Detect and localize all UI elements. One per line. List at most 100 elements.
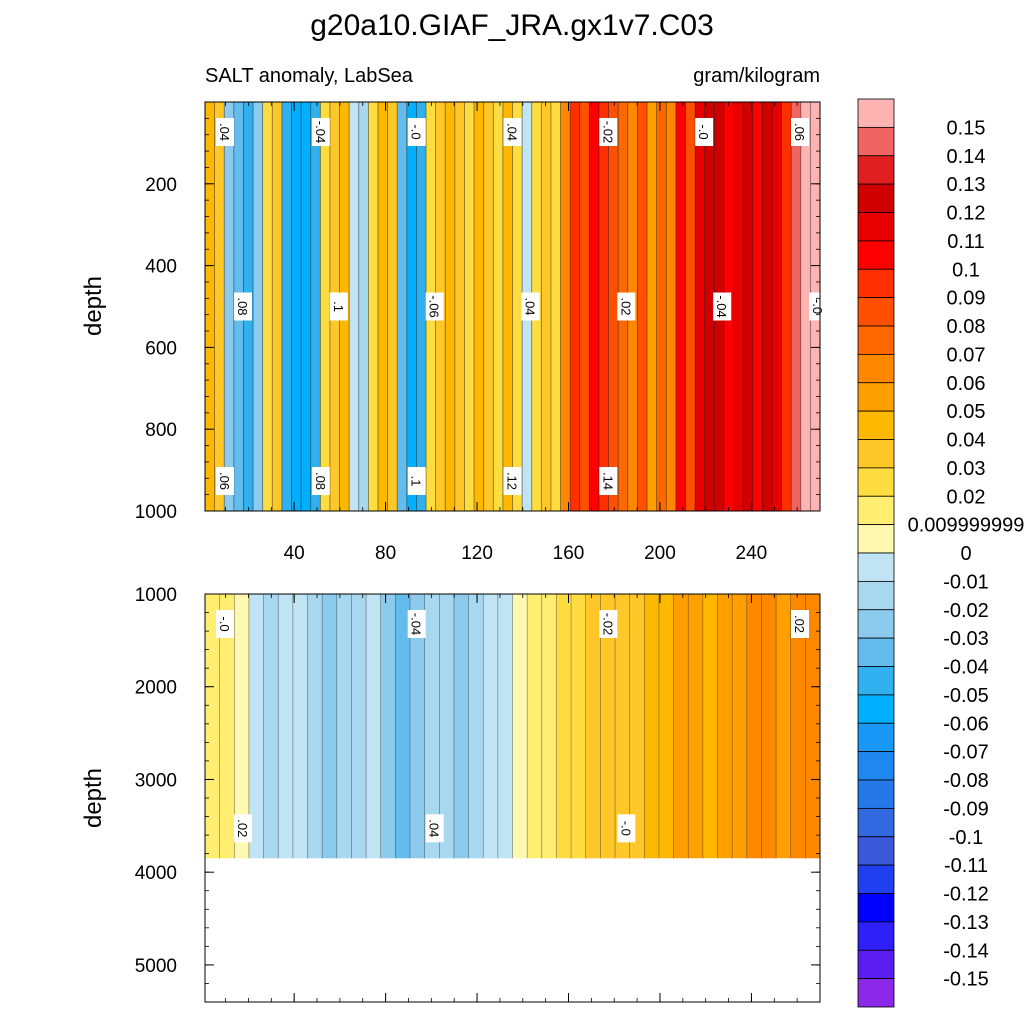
contour-label-box	[425, 292, 444, 321]
contour-label-text: .04	[505, 123, 520, 141]
contour-label-text: -.02	[600, 613, 615, 635]
heat-column	[637, 102, 648, 511]
heat-column	[483, 594, 499, 859]
colorbar-label: -0.14	[943, 940, 989, 962]
upper-ticks: 200 400 600 800 1000 40 80 120 160 200 240	[135, 101, 820, 564]
heat-column	[673, 594, 689, 859]
colorbar: 0.15 0.14 0.13 0.12 0.11 0.1 0.09 0.08 0.07 0.06 0…	[857, 98, 1024, 1008]
contour-label-text: -.0	[217, 616, 232, 631]
x-tick-label: 80	[375, 543, 396, 564]
heat-column	[424, 594, 440, 859]
upper-contour-labels: .04 -.04 -.0 .04 -.02 -.0 .06 .08 .1 -.06 .04 .02 -.…	[216, 118, 827, 495]
contour-label: .14	[599, 467, 618, 495]
heat-column	[695, 102, 706, 511]
y-tick-label: 1000	[135, 585, 177, 606]
colorbar-label: -0.13	[943, 912, 989, 934]
contour-label-box	[216, 118, 234, 146]
heat-column	[224, 102, 235, 511]
contour-label: .12	[503, 467, 522, 495]
heat-column	[761, 594, 777, 859]
colorbar-box	[857, 893, 895, 923]
heat-column	[453, 594, 470, 859]
heat-column	[272, 102, 283, 511]
contour-label-text: -.02	[600, 121, 615, 143]
heat-column	[644, 594, 660, 859]
contour-label-box	[234, 292, 252, 321]
heat-column	[791, 102, 802, 511]
heat-column	[380, 594, 396, 859]
contour-label-box	[407, 610, 426, 638]
colorbar-box	[857, 439, 895, 469]
colorbar-box	[857, 779, 895, 809]
heat-column	[349, 102, 360, 511]
heat-column	[790, 594, 806, 859]
heat-column	[262, 102, 273, 511]
contour-label-text: -.0	[696, 124, 711, 139]
x-tick-label: 120	[461, 543, 493, 564]
colorbar-box	[857, 212, 895, 242]
heat-column	[571, 594, 587, 859]
heat-column	[234, 594, 250, 859]
colorbar-labels: 0.15 0.14 0.13 0.12 0.11 0.1 0.09 0.08 0.07 0.06 0…	[908, 117, 1024, 990]
contour-label-text: .14	[600, 472, 615, 490]
contour-label-box	[216, 610, 234, 638]
colorbar-box	[857, 410, 895, 440]
heat-column	[397, 102, 408, 511]
colorbar-box	[857, 297, 895, 327]
contour-label-text: .08	[313, 472, 328, 490]
heat-column	[454, 102, 466, 511]
heat-column	[445, 102, 456, 511]
heat-column	[560, 102, 571, 511]
contour-label-text: .04	[217, 123, 232, 141]
heat-column	[579, 102, 590, 511]
y-tick-label: 600	[145, 338, 177, 359]
heat-column	[781, 102, 792, 511]
contour-label-text: .1	[409, 476, 424, 487]
heat-column	[600, 594, 616, 859]
contour-label: -.04	[311, 118, 330, 146]
heat-column	[746, 594, 763, 859]
colorbar-box	[857, 155, 895, 185]
contour-label: -.02	[599, 118, 618, 146]
heat-column	[752, 102, 763, 511]
upper-contour-lines	[214, 102, 811, 511]
contour-label-text: .06	[217, 472, 232, 490]
contour-label: .02	[234, 814, 252, 843]
y-tick-label: 5000	[135, 956, 177, 977]
colorbar-box	[857, 240, 895, 270]
contour-label: -.04	[713, 292, 732, 321]
heat-column	[464, 102, 475, 511]
contour-label-text: -.04	[714, 295, 729, 317]
colorbar-box	[857, 183, 895, 213]
contour-label: -.0	[809, 292, 827, 321]
contour-label-box	[216, 467, 234, 495]
contour-label-box	[503, 118, 522, 146]
heat-column	[608, 102, 619, 511]
colorbar-label: 0.06	[947, 373, 986, 395]
heat-column	[468, 594, 484, 859]
colorbar-label: 0.09	[947, 288, 986, 310]
y-tick-label: 4000	[135, 863, 177, 884]
y-tick-label: 400	[145, 257, 177, 278]
contour-label-box	[311, 118, 330, 146]
contour-label: .04	[521, 292, 540, 321]
colorbar-label: -0.06	[943, 713, 989, 735]
colorbar-box	[857, 836, 895, 866]
heat-column	[615, 594, 631, 859]
contour-label: .1	[407, 467, 426, 495]
heat-column	[658, 594, 675, 859]
contour-label-box	[791, 610, 809, 638]
contour-label-box	[713, 292, 732, 321]
colorbar-label: -0.07	[943, 742, 989, 764]
heat-column	[387, 102, 398, 511]
colorbar-label: 0.12	[947, 203, 986, 225]
contour-label: .04	[425, 814, 444, 843]
heat-column	[406, 102, 418, 511]
colorbar-box	[857, 949, 895, 980]
colorbar-label: 0.15	[947, 117, 986, 139]
heat-column	[368, 102, 379, 511]
heat-column	[281, 102, 293, 511]
contour-label-box	[503, 467, 522, 495]
colorbar-label: 0	[960, 543, 971, 565]
